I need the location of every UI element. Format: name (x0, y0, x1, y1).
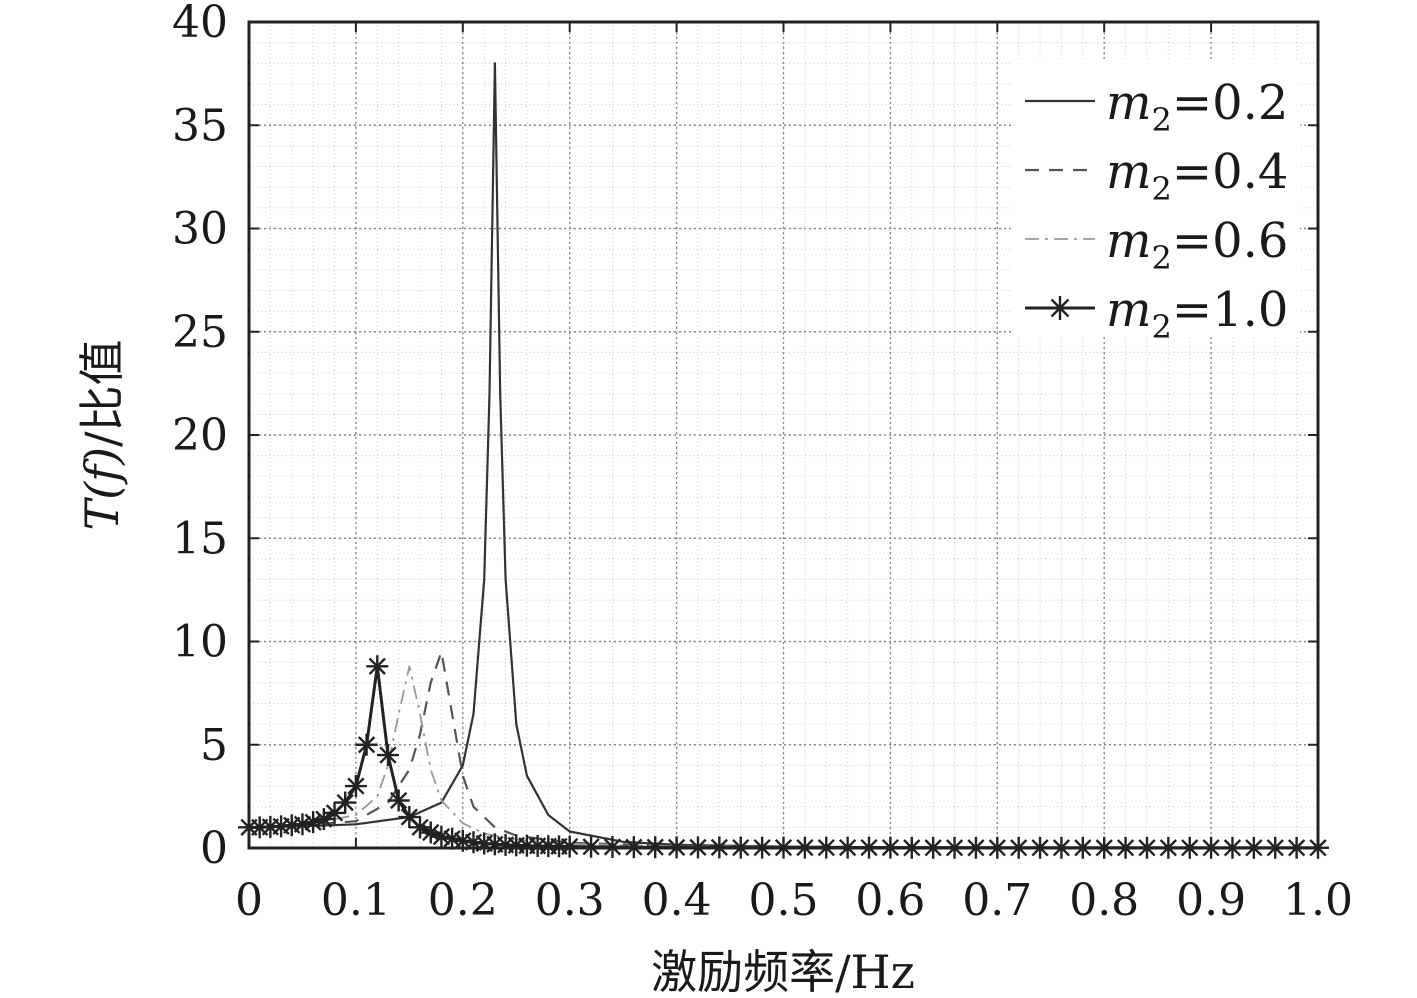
x-tick-labels: 0 0.1 0.2 0.3 0.4 0.5 0.6 0.7 0.8 0.9 1.0 (235, 875, 1353, 926)
y-axis-label-rest: /比值 (75, 339, 129, 447)
x-tick-label: 0.3 (535, 875, 605, 926)
x-tick-label: 0.7 (962, 875, 1032, 926)
legend-star-marker (1048, 296, 1072, 320)
x-tick-label: 0.6 (855, 875, 925, 926)
y-tick-label: 20 (172, 410, 228, 461)
legend-label: m2=1.0 (1106, 282, 1288, 346)
x-tick-label: 0.9 (1176, 875, 1246, 926)
legend-item: m2=1.0 (1025, 282, 1288, 346)
y-axis-label-italic: T(f) (75, 447, 129, 531)
x-tick-label: 0.4 (642, 875, 712, 926)
data-point-marker (366, 655, 389, 678)
data-point-marker (291, 813, 314, 836)
x-tick-label: 0.2 (428, 875, 498, 926)
legend-label: m2=0.6 (1106, 213, 1288, 277)
legend-item: m2=0.6 (1025, 213, 1288, 277)
y-tick-label: 0 (200, 823, 228, 874)
legend: m2=0.2m2=0.4m2=0.6m2=1.0 (1012, 62, 1300, 346)
y-tick-label: 40 (172, 0, 228, 48)
legend-item: m2=0.4 (1025, 144, 1288, 208)
data-point-marker (344, 775, 367, 798)
data-point-marker (462, 831, 485, 854)
data-point-marker (387, 789, 410, 812)
y-tick-label: 15 (172, 513, 228, 564)
y-axis-label: T(f)/比值 (75, 339, 129, 530)
x-tick-label: 0.5 (749, 875, 819, 926)
x-tick-label: 1.0 (1283, 875, 1353, 926)
x-axis-label: 激励频率/Hz (651, 945, 915, 998)
axis-ticks (248, 21, 1319, 849)
y-tick-label: 5 (200, 720, 228, 771)
data-point-marker (323, 801, 346, 824)
y-tick-label: 30 (172, 204, 228, 255)
x-tick-label: 0 (235, 875, 263, 926)
y-tick-labels: 0 5 10 15 20 25 30 35 40 (172, 0, 228, 874)
x-tick-label: 0.8 (1069, 875, 1139, 926)
y-tick-label: 25 (172, 307, 228, 358)
legend-label: m2=0.4 (1106, 144, 1288, 208)
legend-box (1012, 62, 1300, 336)
y-tick-label: 10 (172, 617, 228, 668)
x-tick-label: 0.1 (321, 875, 391, 926)
data-point-marker (376, 744, 399, 767)
data-point-marker (334, 791, 357, 814)
legend-item: m2=0.2 (1025, 75, 1288, 139)
legend-label: m2=0.2 (1106, 75, 1288, 139)
data-point-marker (398, 806, 421, 829)
y-tick-label: 35 (172, 100, 228, 151)
data-point-marker (355, 733, 378, 756)
